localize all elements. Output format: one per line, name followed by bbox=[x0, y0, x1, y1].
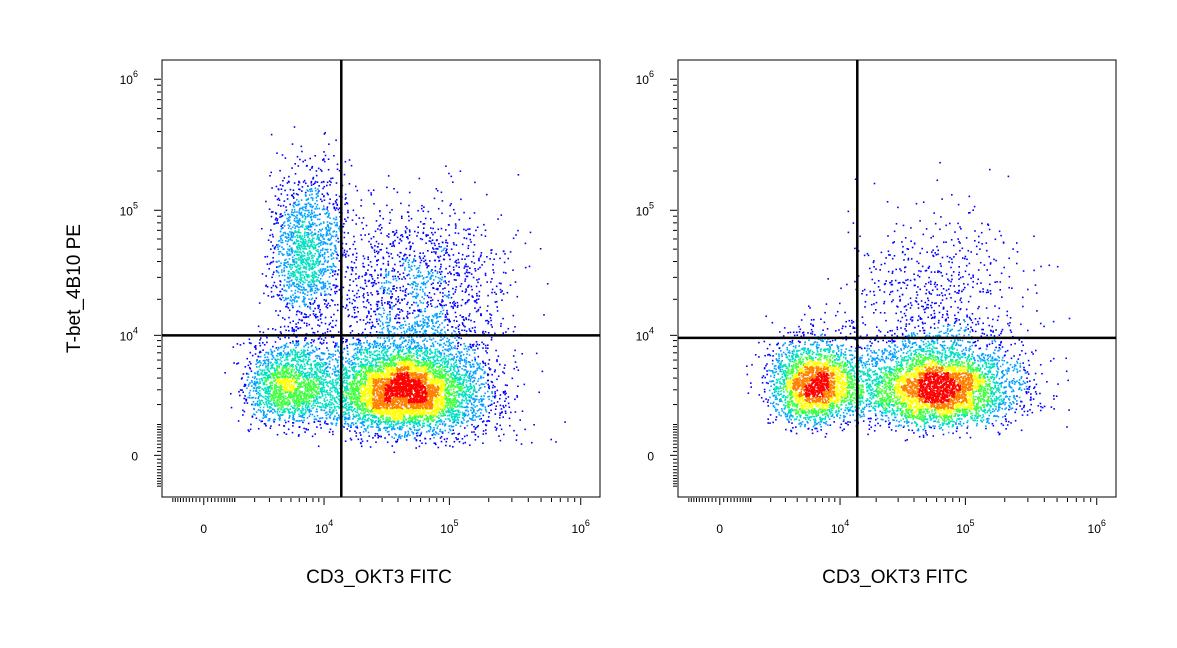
x-tick-label: 104 bbox=[315, 518, 333, 536]
x-tick-label: 106 bbox=[572, 518, 590, 536]
y-tick-label: 0 bbox=[131, 449, 138, 463]
x-tick-label: 0 bbox=[716, 522, 723, 536]
y-tick-label: 104 bbox=[120, 325, 138, 343]
left-plot-panel: 0 104 105 106 0 104 105 106 CD3_OKT3 FITC T-bet_4… bbox=[64, 59, 601, 588]
event-dots bbox=[746, 161, 1071, 442]
event-dots bbox=[224, 126, 566, 454]
x-tick-label: 0 bbox=[200, 522, 207, 536]
axis-ticks bbox=[670, 78, 1098, 505]
x-axis-title: CD3_OKT3 FITC bbox=[822, 567, 968, 588]
x-tick-label: 105 bbox=[440, 518, 458, 536]
x-tick-label: 105 bbox=[956, 518, 974, 536]
y-axis-title: T-bet_4B10 PE bbox=[64, 224, 85, 353]
plot-frame bbox=[677, 59, 1117, 498]
y-tick-label: 104 bbox=[636, 325, 654, 343]
y-tick-label: 106 bbox=[120, 69, 138, 87]
x-tick-label: 104 bbox=[831, 518, 849, 536]
y-tick-label: 105 bbox=[636, 200, 654, 218]
y-tick-label: 105 bbox=[120, 200, 138, 218]
x-axis-title: CD3_OKT3 FITC bbox=[306, 567, 452, 588]
x-tick-label: 106 bbox=[1088, 518, 1106, 536]
y-tick-label: 106 bbox=[636, 69, 654, 87]
right-plot-panel: 0 104 105 106 0 104 105 106 CD3_OKT3 FITC bbox=[636, 59, 1117, 588]
plot-frame bbox=[161, 59, 601, 498]
axis-ticks bbox=[154, 78, 582, 505]
y-tick-label: 0 bbox=[647, 449, 654, 463]
